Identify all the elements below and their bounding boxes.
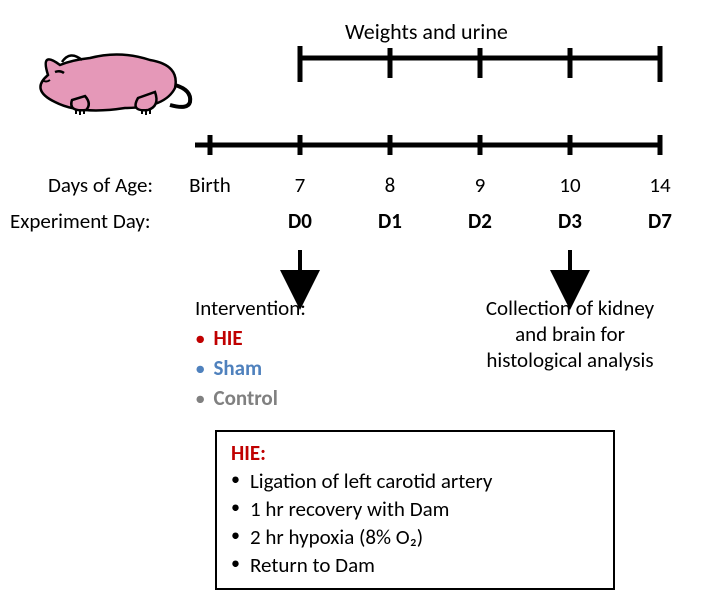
bullet-icon: •: [195, 328, 205, 349]
age-label: 9: [455, 172, 505, 198]
hie-box-item: • 1 hr recovery with Dam: [231, 496, 599, 522]
hie-box-item: • Return to Dam: [231, 552, 599, 578]
intervention-item: • Sham: [195, 355, 306, 381]
age-label: 10: [545, 172, 595, 198]
timeline-svg: [0, 0, 709, 320]
exp-day-label: D7: [635, 208, 685, 234]
bullet-icon: •: [231, 496, 240, 522]
intervention-item: • HIE: [195, 325, 306, 351]
bullet-icon: •: [195, 388, 205, 409]
bullet-icon: •: [231, 552, 240, 578]
intervention-title: Intervention:: [195, 295, 306, 321]
collection-line1: Collection of kidney: [455, 295, 685, 321]
collection-block: Collection of kidney and brain for histo…: [455, 295, 685, 373]
intervention-label: HIE: [213, 325, 242, 351]
age-label: 8: [365, 172, 415, 198]
hie-step-text: 2 hr hypoxia (8% O₂): [250, 524, 423, 550]
collection-line3: histological analysis: [455, 347, 685, 373]
hie-step-text: Ligation of left carotid artery: [250, 468, 492, 494]
age-label: 14: [635, 172, 685, 198]
experiment-day-label: Experiment Day:: [10, 208, 151, 234]
days-of-age-label: Days of Age:: [48, 172, 153, 198]
intervention-label: Control: [213, 385, 277, 411]
hie-box-item: • Ligation of left carotid artery: [231, 468, 599, 494]
intervention-block: Intervention: • HIE • Sham • Control: [195, 295, 306, 411]
hie-box: HIE: • Ligation of left carotid artery • 1 …: [215, 430, 615, 590]
bullet-icon: •: [231, 524, 240, 550]
exp-day-label: D1: [365, 208, 415, 234]
exp-day-label: D3: [545, 208, 595, 234]
hie-box-item: • 2 hr hypoxia (8% O₂): [231, 524, 599, 550]
bullet-icon: •: [195, 358, 205, 379]
intervention-label: Sham: [213, 355, 262, 381]
hie-step-text: Return to Dam: [250, 552, 375, 578]
bullet-icon: •: [231, 468, 240, 494]
age-label: 7: [275, 172, 325, 198]
exp-day-label: D2: [455, 208, 505, 234]
diagram-root: Weights and urine Days of Age: Experimen…: [0, 0, 709, 596]
age-label: Birth: [185, 172, 235, 198]
exp-day-label: D0: [275, 208, 325, 234]
hie-step-text: 1 hr recovery with Dam: [250, 496, 449, 522]
collection-line2: and brain for: [455, 321, 685, 347]
hie-box-title: HIE:: [231, 440, 599, 466]
intervention-item: • Control: [195, 385, 306, 411]
